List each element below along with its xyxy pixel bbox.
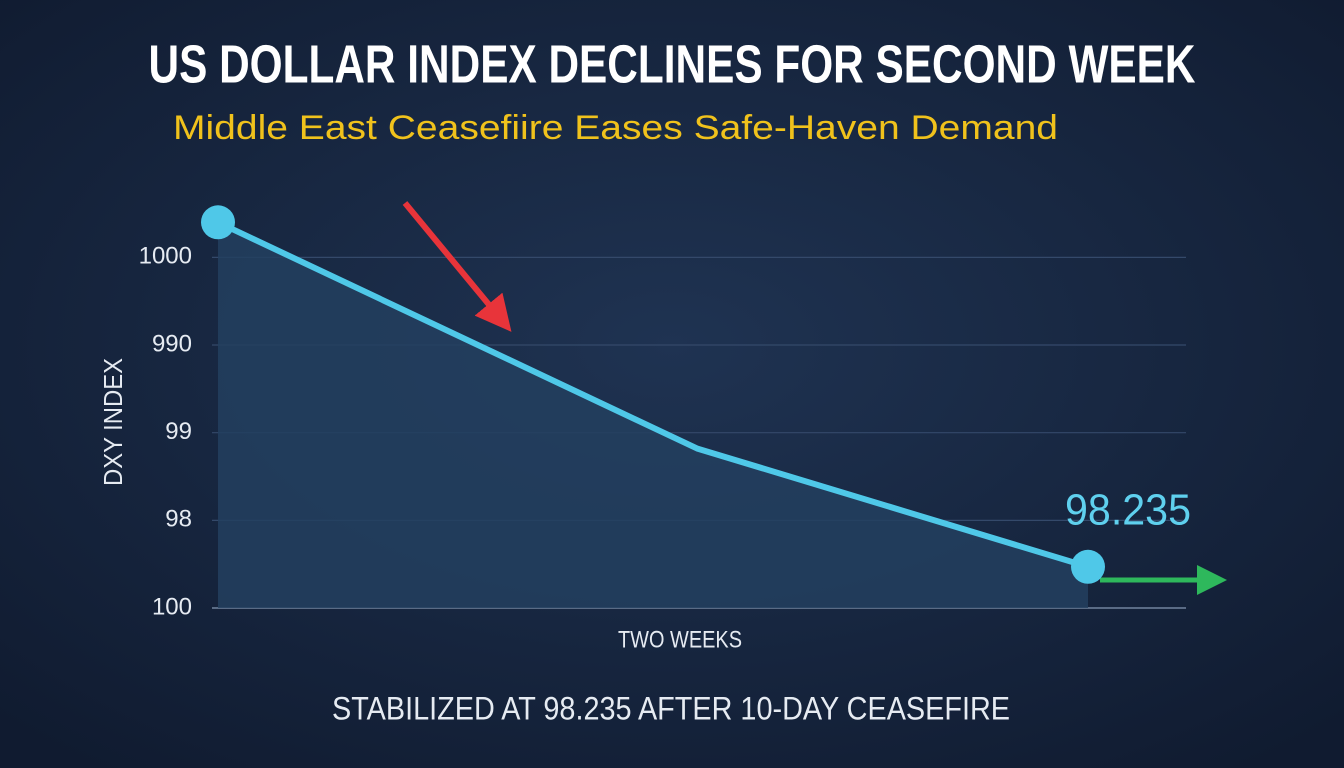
footer-note: STABILIZED AT 98.235 AFTER 10-DAY CEASEF… [332,690,1010,726]
value-label: 98.235 [1065,485,1191,534]
down-arrow [402,201,512,332]
area-fill [218,222,1088,609]
data-line [216,219,1089,570]
y-tick-label: 990 [152,330,192,357]
chart-title: US DOLLAR INDEX DECLINES FOR SECOND WEEK [149,34,1196,94]
y-tick-label: 98 [165,506,192,533]
chart-subtitle: Middle East Ceasefiire Eases Safe-Haven … [173,109,1058,147]
point-marker [201,205,235,240]
y-tick-label: 1000 [139,243,192,270]
y-axis-label: DXY INDEX [98,358,128,486]
x-axis-label: TWO WEEKS [618,626,742,653]
y-tick-label: 99 [165,418,192,445]
y-tick-label: 100 [152,593,192,620]
point-marker [1071,549,1105,584]
